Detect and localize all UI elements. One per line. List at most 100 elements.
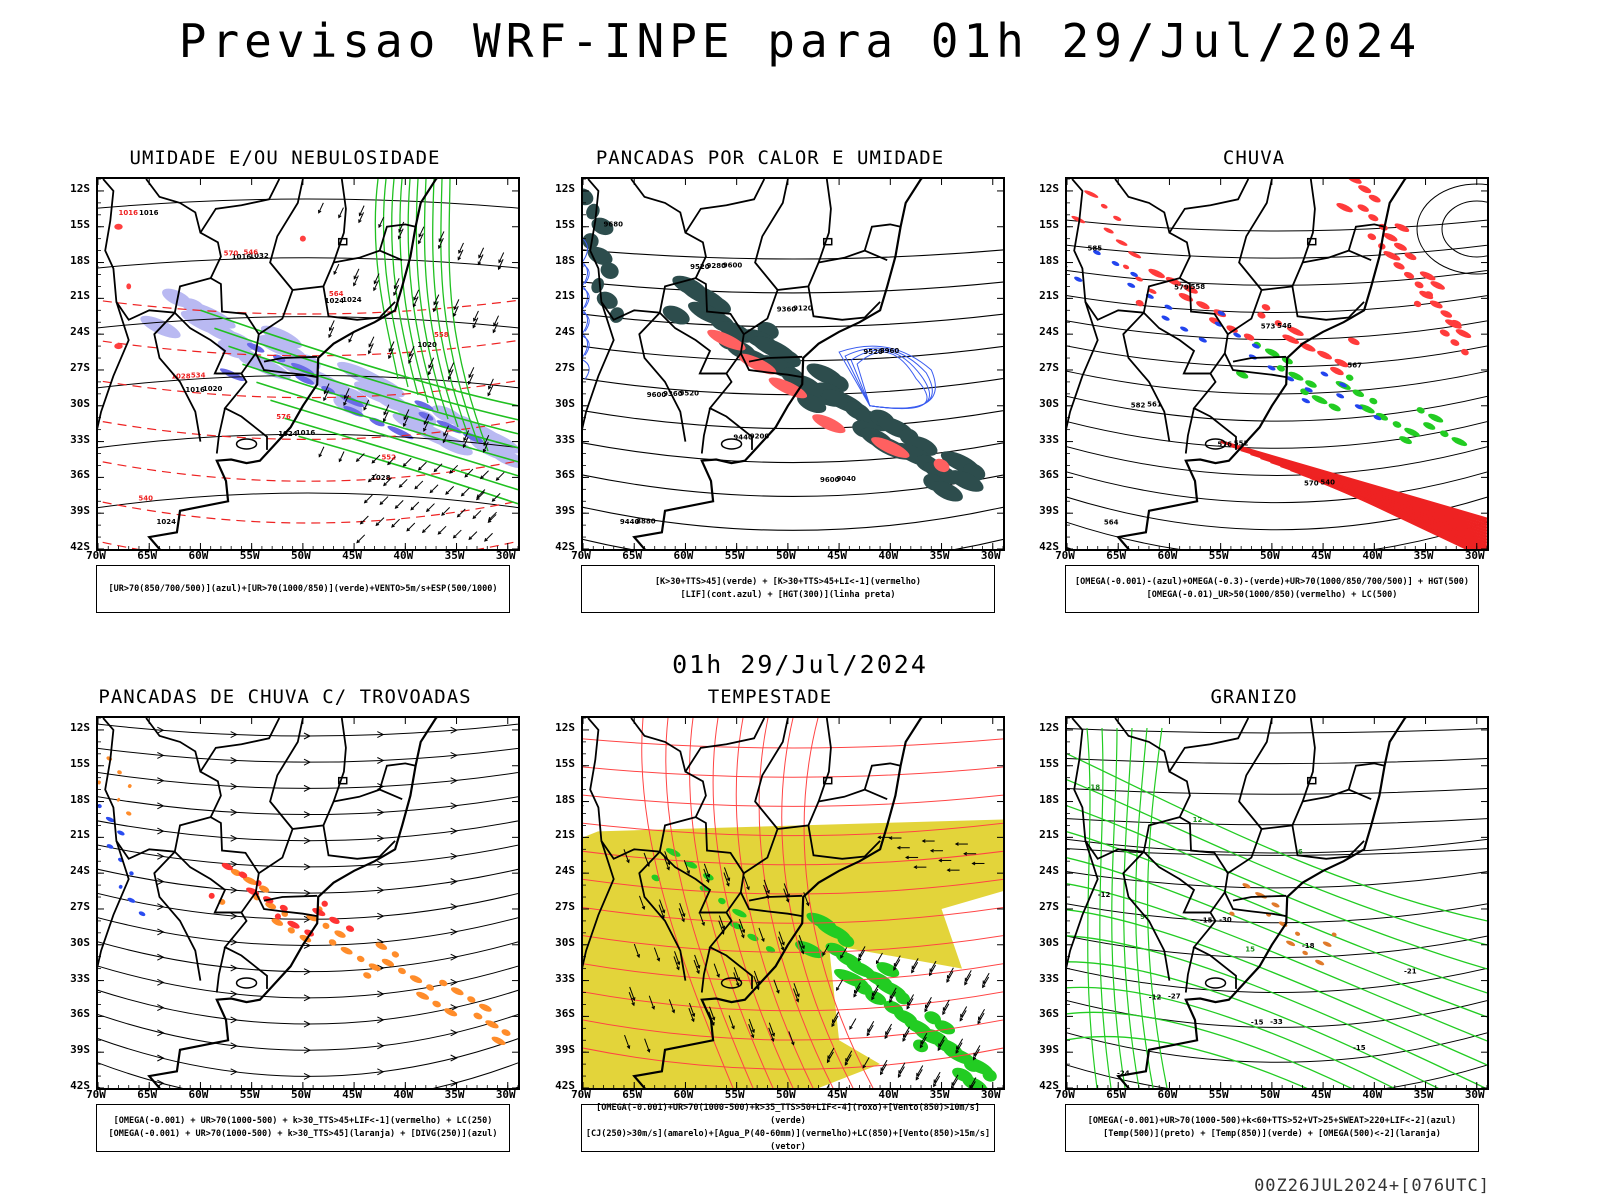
wind-vector [718, 915, 725, 929]
wind-vector-head [478, 254, 482, 259]
lon-label: 35W [1413, 1088, 1434, 1101]
wind-vector-head [353, 282, 357, 287]
flow-arrow [303, 1046, 312, 1054]
rain-red-area [1419, 271, 1436, 281]
wind-vector-head [696, 965, 701, 970]
hgt500-contour [1067, 471, 1487, 504]
wind-vector [880, 1059, 888, 1071]
state-border [587, 179, 707, 321]
wind-vector-head [457, 256, 462, 261]
flow-arrow [303, 889, 312, 897]
lon-label: 35W [444, 549, 465, 562]
wind-vector [360, 515, 369, 525]
thunder-orange-area [368, 963, 381, 972]
wind-vector-head [681, 913, 686, 918]
flow-arrow [303, 837, 312, 845]
wind-vector-head [438, 245, 442, 250]
rain-red-area [1358, 185, 1372, 194]
kitts-green-area [583, 233, 599, 250]
rain-red-area [1100, 203, 1108, 209]
state-border [863, 223, 901, 251]
flow-arrow [303, 811, 312, 818]
wind-vector-head [433, 468, 438, 473]
wind-vector [898, 1062, 906, 1074]
wind-vector-head [946, 975, 951, 979]
lon-label: 35W [929, 1088, 950, 1101]
omega500-orange-area [1331, 932, 1337, 937]
wind-vector [956, 1038, 964, 1050]
wind-vector [442, 432, 449, 443]
lc850-red-streamline [583, 794, 1003, 807]
wind-vector [951, 1074, 959, 1086]
wind-vector-head [383, 411, 387, 416]
rain-green-area [1352, 389, 1365, 398]
lon-label: 70W [571, 549, 591, 562]
lat-label: 24S [555, 864, 575, 878]
wind850-green-area [934, 1020, 956, 1035]
streamline-250 [98, 820, 518, 842]
wind-vector-head [770, 1037, 775, 1042]
contour-label: -12 [1098, 891, 1111, 899]
wind-vector-head [858, 953, 862, 958]
wind-vector-head [428, 364, 432, 369]
map-canvas [98, 718, 518, 1088]
lc850-red-streamline [781, 718, 854, 1088]
thunder-red-area [274, 913, 281, 920]
lon-label: 65W [137, 549, 158, 562]
wind-vector [427, 364, 434, 375]
lat-label: 12S [1039, 720, 1059, 734]
wind-vector [492, 493, 501, 502]
thunder-orange-area [375, 942, 388, 950]
red-spot [114, 343, 123, 350]
wind-vector-head [445, 491, 449, 495]
flow-arrow [377, 834, 385, 842]
wind-vector-head [911, 969, 915, 974]
wind-vector-head [368, 343, 372, 348]
wind-vector-head [822, 952, 826, 957]
flow-arrow [157, 827, 165, 835]
contour-label: -15 [1251, 1019, 1264, 1027]
contour-label: 1016 [185, 386, 205, 394]
panel-hail: GRANIZO 12S 15S 18S 21S 24S 27S 30S 33S 36S 39S 42S… [1029, 686, 1499, 1152]
humidity-blue-core [414, 400, 434, 411]
temp500-contour [1067, 838, 1487, 854]
red-spot [126, 283, 132, 290]
wind-vector-head [735, 982, 740, 987]
lat-label: 39S [1039, 504, 1059, 518]
hgt500-contour [1067, 269, 1487, 286]
wind-vector-head [484, 537, 488, 542]
rain-blue-dots [1161, 315, 1170, 321]
wind-vector-head [929, 972, 933, 977]
temp500-contour [1067, 1064, 1487, 1088]
wind-vector-head [902, 1034, 907, 1038]
legend-line: [Temp(500)](preto) + [Temp(850)](verde) … [1103, 1129, 1441, 1139]
lc850-red-streamline [665, 718, 754, 1088]
wind-vector-head [661, 909, 666, 914]
flow-arrow [450, 903, 458, 911]
wind-vector-head [776, 989, 780, 994]
federal-district [1306, 237, 1317, 246]
federal-district [822, 776, 833, 785]
wind-vector-head [391, 523, 395, 528]
temp850-green-contour [1067, 986, 1396, 1088]
rain-red-area [1430, 281, 1445, 290]
wind-vector-head [785, 898, 790, 903]
humidity-green-contour [382, 179, 409, 388]
temp850-green-contour [1099, 727, 1112, 1088]
streamline-250 [98, 844, 518, 868]
hgt300-contour [583, 249, 1003, 260]
contour-label: 1028 [371, 474, 391, 482]
pressure-isobar [98, 198, 518, 209]
thunder-orange-area [409, 975, 423, 984]
wind-vector [668, 999, 675, 1013]
divergence-blue-area [129, 871, 134, 876]
hgt300-contour [583, 442, 1003, 464]
lat-label: 30S [1039, 935, 1059, 949]
wind-vector-head [977, 1020, 981, 1025]
humidity-blue-band [220, 330, 255, 351]
hgt500-high [1441, 200, 1487, 258]
wind-vector-head [911, 965, 916, 970]
wind-vector-head [498, 259, 502, 264]
state-border [254, 891, 318, 917]
state-border [322, 825, 396, 860]
